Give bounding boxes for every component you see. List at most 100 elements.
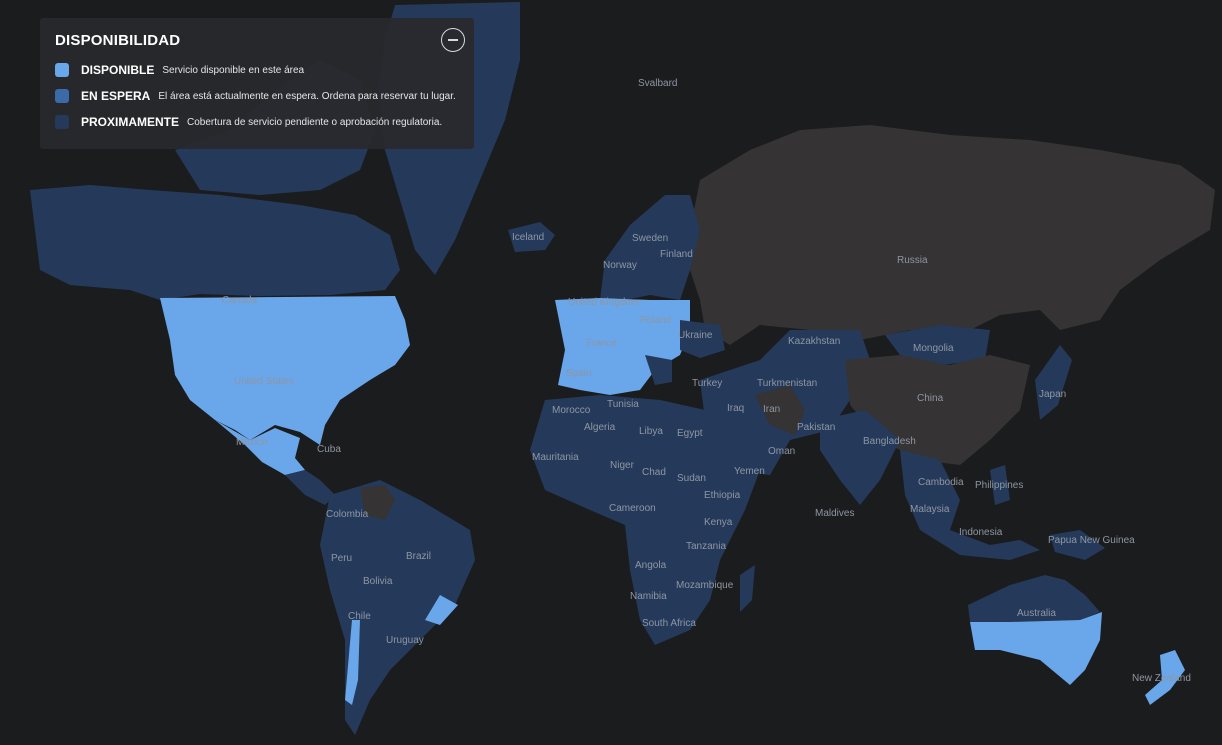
label-china: China bbox=[917, 393, 944, 404]
label-sudan: Sudan bbox=[677, 473, 706, 484]
minus-circle-icon[interactable] bbox=[441, 28, 465, 52]
iran-region[interactable] bbox=[755, 385, 805, 435]
balkans-region[interactable] bbox=[645, 355, 672, 385]
label-united-kingdom: United Kingdom bbox=[568, 297, 639, 308]
label-russia: Russia bbox=[897, 255, 928, 266]
label-angola: Angola bbox=[635, 560, 667, 571]
label-mongolia: Mongolia bbox=[913, 343, 954, 354]
label-sweden: Sweden bbox=[632, 233, 668, 244]
russia-region[interactable] bbox=[690, 125, 1215, 345]
africa-region[interactable] bbox=[530, 395, 760, 645]
availability-legend: DISPONIBILIDAD DISPONIBLE Servicio dispo… bbox=[40, 18, 474, 149]
label-turkey: Turkey bbox=[692, 378, 722, 389]
label-chile: Chile bbox=[348, 611, 371, 622]
label-pakistan: Pakistan bbox=[797, 422, 835, 433]
south-america-region[interactable] bbox=[320, 480, 475, 735]
ukraine-region[interactable] bbox=[680, 320, 725, 358]
label-brazil: Brazil bbox=[406, 551, 431, 562]
legend-description: Servicio disponible en este área bbox=[162, 64, 305, 76]
coming-soon-swatch bbox=[55, 115, 69, 129]
india-region[interactable] bbox=[820, 410, 900, 505]
australia-south-region[interactable] bbox=[970, 612, 1102, 685]
southeast-asia-region[interactable] bbox=[900, 450, 1040, 560]
legend-key: PROXIMAMENTE bbox=[81, 115, 180, 129]
label-iran: Iran bbox=[763, 404, 780, 415]
label-australia: Australia bbox=[1017, 608, 1056, 619]
legend-key: DISPONIBLE bbox=[81, 63, 155, 77]
label-iceland: Iceland bbox=[512, 232, 544, 243]
label-canada: Canada bbox=[222, 295, 257, 306]
iceland-region[interactable] bbox=[508, 222, 555, 252]
australia-north-region[interactable] bbox=[968, 575, 1100, 622]
mexico-region[interactable] bbox=[215, 420, 305, 475]
label-colombia: Colombia bbox=[326, 509, 369, 520]
label-tanzania: Tanzania bbox=[686, 541, 726, 552]
central-america-region[interactable] bbox=[285, 470, 335, 505]
label-finland: Finland bbox=[660, 249, 693, 260]
label-bangladesh: Bangladesh bbox=[863, 436, 916, 447]
label-niger: Niger bbox=[610, 460, 635, 471]
new-zealand-region[interactable] bbox=[1145, 650, 1185, 705]
label-libya: Libya bbox=[639, 426, 663, 437]
label-peru: Peru bbox=[331, 553, 352, 564]
label-mauritania: Mauritania bbox=[532, 452, 579, 463]
label-papua-new-guinea: Papua New Guinea bbox=[1048, 535, 1135, 546]
label-south-africa: South Africa bbox=[642, 618, 696, 629]
label-malaysia: Malaysia bbox=[910, 504, 950, 515]
label-indonesia: Indonesia bbox=[959, 527, 1003, 538]
label-philippines: Philippines bbox=[975, 480, 1023, 491]
label-japan: Japan bbox=[1039, 389, 1066, 400]
label-france: France bbox=[586, 338, 618, 349]
legend-item-proximamente: PROXIMAMENTE Cobertura de servicio pendi… bbox=[55, 114, 442, 130]
europe-region[interactable] bbox=[555, 298, 690, 395]
label-iraq: Iraq bbox=[727, 403, 744, 414]
label-turkmenistan: Turkmenistan bbox=[757, 378, 817, 389]
label-mozambique: Mozambique bbox=[676, 580, 734, 591]
label-cambodia: Cambodia bbox=[918, 477, 964, 488]
label-oman: Oman bbox=[768, 446, 795, 457]
label-egypt: Egypt bbox=[677, 428, 703, 439]
japan-region[interactable] bbox=[1035, 345, 1072, 420]
label-yemen: Yemen bbox=[734, 466, 765, 477]
label-kazakhstan: Kazakhstan bbox=[788, 336, 840, 347]
canada-region[interactable] bbox=[30, 185, 400, 300]
united-states-region[interactable] bbox=[160, 296, 410, 445]
philippines-region[interactable] bbox=[990, 465, 1010, 505]
label-kenya: Kenya bbox=[704, 517, 733, 528]
label-united-states: United States bbox=[234, 376, 294, 387]
label-bolivia: Bolivia bbox=[363, 576, 393, 587]
legend-key: EN ESPERA bbox=[81, 89, 151, 103]
label-ethiopia: Ethiopia bbox=[704, 490, 741, 501]
waitlist-swatch bbox=[55, 89, 69, 103]
label-spain: Spain bbox=[566, 368, 592, 379]
legend-item-disponible: DISPONIBLE Servicio disponible en este á… bbox=[55, 62, 304, 78]
madagascar-region[interactable] bbox=[740, 565, 755, 612]
legend-description: Cobertura de servicio pendiente o aproba… bbox=[187, 116, 443, 128]
label-morocco: Morocco bbox=[552, 405, 591, 416]
available-swatch bbox=[55, 63, 69, 77]
label-maldives: Maldives bbox=[815, 508, 854, 519]
label-mexico: Mexico bbox=[236, 437, 268, 448]
legend-description: El área está actualmente en espera. Orde… bbox=[158, 90, 456, 102]
legend-item-en-espera: EN ESPERA El área está actualmente en es… bbox=[55, 88, 456, 104]
label-cuba: Cuba bbox=[317, 444, 341, 455]
brazil-south-region[interactable] bbox=[425, 595, 458, 625]
legend-title: DISPONIBILIDAD bbox=[55, 32, 181, 49]
label-ukraine: Ukraine bbox=[678, 330, 713, 341]
venezuela-region[interactable] bbox=[360, 485, 395, 520]
label-algeria: Algeria bbox=[584, 422, 616, 433]
papua-region[interactable] bbox=[1050, 530, 1105, 560]
mongolia-region[interactable] bbox=[885, 325, 990, 365]
label-uruguay: Uruguay bbox=[386, 635, 424, 646]
label-namibia: Namibia bbox=[630, 591, 667, 602]
label-poland: Poland bbox=[640, 315, 671, 326]
label-norway: Norway bbox=[603, 260, 637, 271]
scandinavia-region[interactable] bbox=[600, 195, 700, 300]
label-chad: Chad bbox=[642, 467, 666, 478]
label-cameroon: Cameroon bbox=[609, 503, 656, 514]
chile-region[interactable] bbox=[345, 620, 360, 705]
label-tunisia: Tunisia bbox=[607, 399, 639, 410]
label-svalbard: Svalbard bbox=[638, 78, 677, 89]
label-new-zealand: New Zealand bbox=[1132, 673, 1191, 684]
